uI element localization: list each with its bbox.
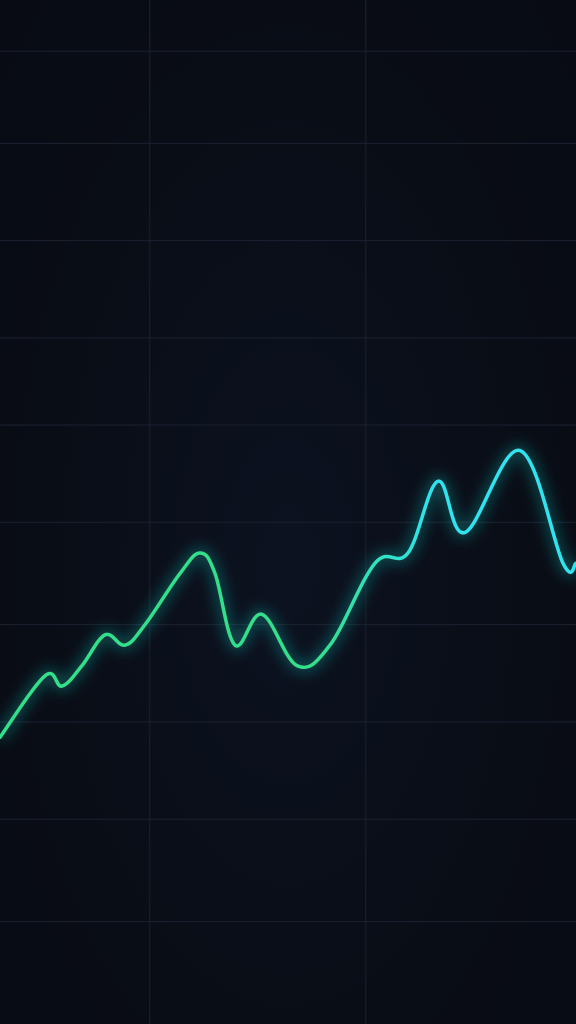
series-line (0, 448, 576, 740)
series-group (0, 445, 576, 741)
